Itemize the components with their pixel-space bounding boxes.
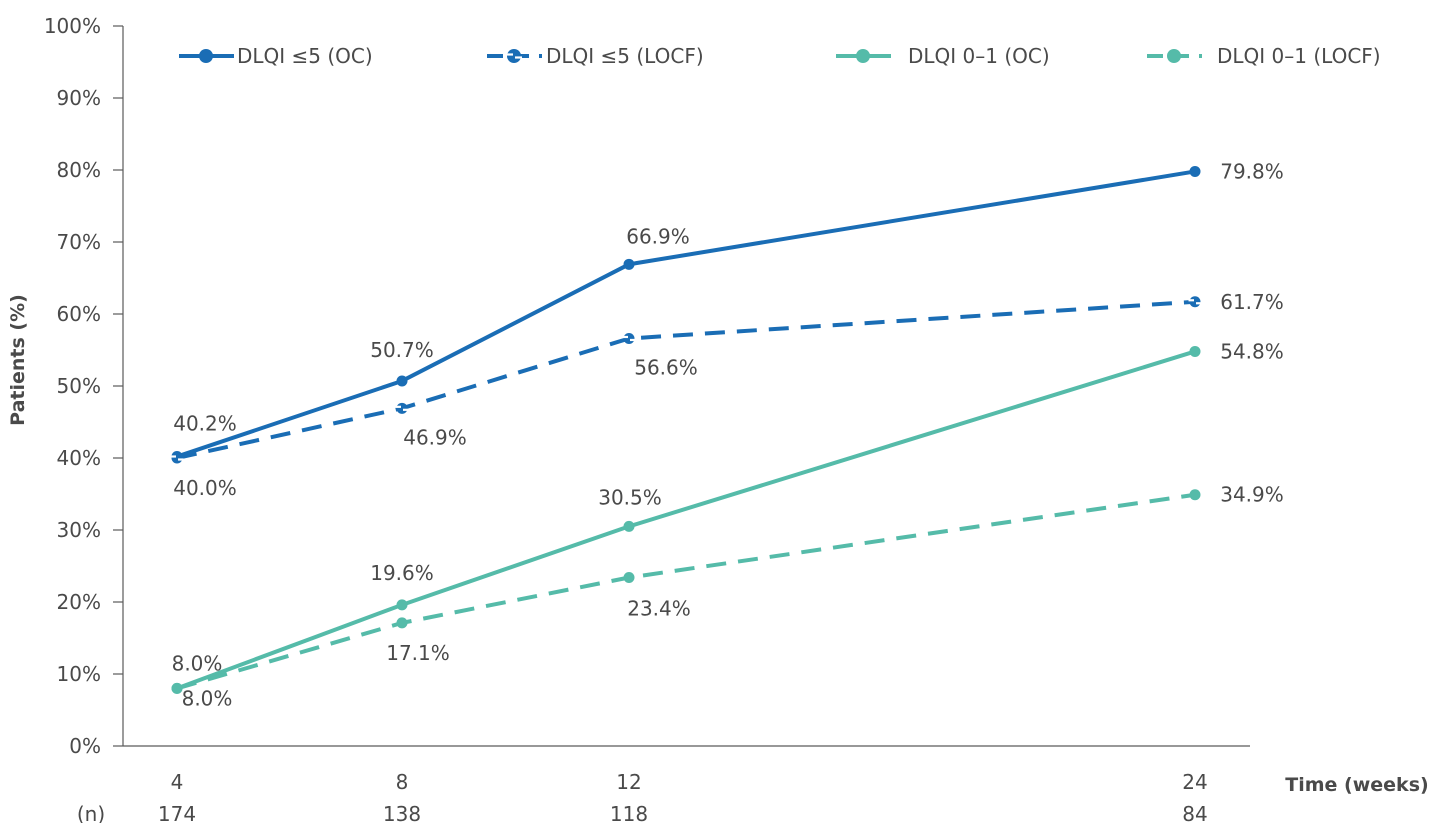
legend-label: DLQI ≤5 (LOCF) [546,44,704,68]
y-tick-label: 100% [44,14,101,38]
series-group [170,165,1202,694]
y-ticks: 0% 10% 20% 30% 40% 50% 60% 70% 80% 90% 100% [44,14,123,758]
y-tick-label: 0% [69,734,101,758]
legend-label: DLQI 0–1 (OC) [908,44,1050,68]
n-value-label: 138 [383,802,421,823]
data-label: 50.7% [370,338,434,362]
data-label: 54.8% [1220,339,1284,363]
data-point [396,599,408,611]
series-line [176,492,1196,691]
x-tick-label: 8 [396,770,409,794]
data-point [1189,296,1201,308]
data-point [199,49,213,63]
data-label: 61.7% [1220,290,1284,314]
y-tick-label: 60% [57,302,101,326]
series-line [176,169,1196,459]
x-tick-label: 4 [171,770,184,794]
legend-label: DLQI 0–1 (LOCF) [1217,44,1381,68]
data-point [623,258,635,270]
data-point [171,682,183,694]
data-point [507,49,521,63]
data-point [1189,165,1201,177]
y-tick-label: 90% [57,86,101,110]
y-tick-label: 40% [57,446,101,470]
data-point [1189,489,1201,501]
data-label: 66.9% [626,224,690,248]
legend-item: DLQI 0–1 (OC) [836,44,1050,68]
legend: DLQI ≤5 (OC) DLQI ≤5 (LOCF) DLQI 0–1 (OC) D… [179,44,1381,68]
data-labels: 40.2% 50.7% 66.9% 79.8% 40.0% 46.9% 56.6% 61.7%… [172,159,1284,710]
y-tick-label: 30% [57,518,101,542]
data-label: 17.1% [386,641,450,665]
data-label: 30.5% [598,485,662,509]
data-point [396,375,408,387]
y-tick-label: 70% [57,230,101,254]
legend-item: DLQI ≤5 (OC) [179,44,373,68]
x-tick-label: 12 [616,770,641,794]
data-label: 40.2% [173,412,237,436]
x-tick-label: 24 [1182,770,1207,794]
series-4 [171,489,1201,694]
legend-item: DLQI ≤5 (LOCF) [487,44,704,68]
data-point [623,332,635,344]
data-label: 40.0% [173,476,237,500]
data-point [623,520,635,532]
y-axis-title: Patients (%) [7,294,29,426]
data-label: 8.0% [172,651,223,675]
data-label: 23.4% [627,597,691,621]
x-axis-title: Time (weeks) [1285,774,1428,796]
data-point [396,617,408,629]
data-label: 8.0% [182,686,233,710]
y-tick-label: 80% [57,158,101,182]
n-row-label: (n) [77,802,105,823]
data-label: 34.9% [1220,483,1284,507]
data-point [856,49,870,63]
y-tick-label: 10% [57,662,101,686]
data-point [1167,49,1181,63]
series-1 [171,165,1201,463]
n-value-label: 118 [610,802,648,823]
data-point [1189,345,1201,357]
series-2 [170,296,1202,464]
n-value-label: 174 [158,802,196,823]
data-label: 56.6% [634,355,698,379]
data-label: 79.8% [1220,159,1284,183]
x-ticks: 4 174 8 138 12 118 24 84 [158,770,1208,823]
series-line [176,299,1196,460]
series-line [176,349,1196,691]
series-3 [171,345,1201,694]
data-point [623,572,635,584]
data-label: 46.9% [403,425,467,449]
legend-label: DLQI ≤5 (OC) [237,44,373,68]
n-value-label: 84 [1182,802,1207,823]
data-point [171,452,183,464]
y-tick-label: 50% [57,374,101,398]
legend-item: DLQI 0–1 (LOCF) [1147,44,1381,68]
y-tick-label: 20% [57,590,101,614]
data-label: 19.6% [370,561,434,585]
data-point [396,402,408,414]
